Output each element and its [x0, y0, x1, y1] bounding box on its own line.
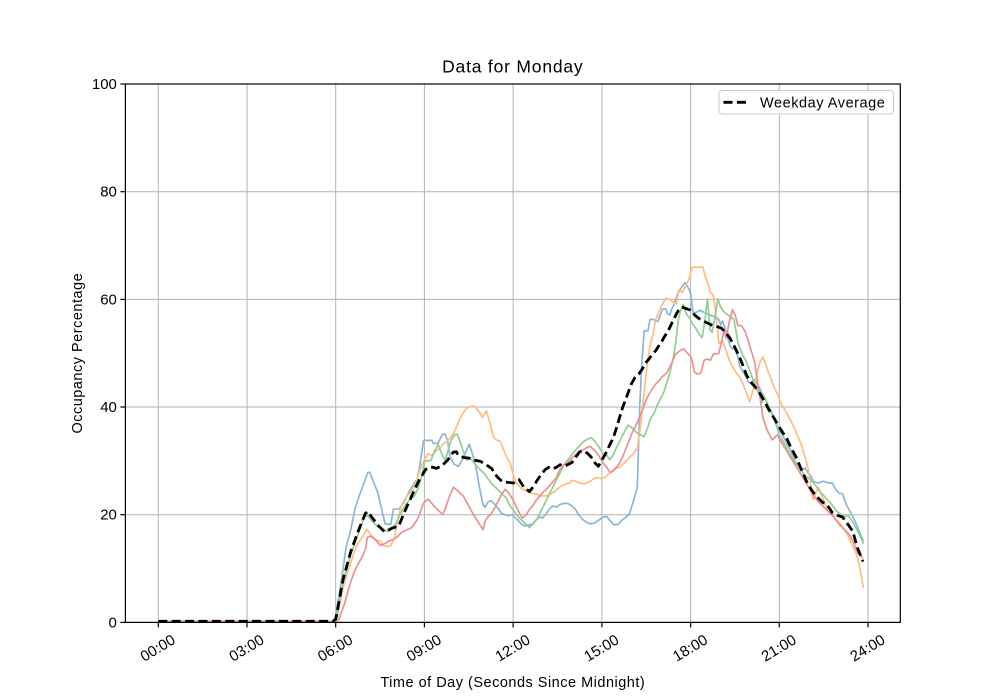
svg-text:20: 20 [100, 507, 117, 524]
svg-text:100: 100 [92, 76, 117, 93]
svg-text:80: 80 [100, 184, 117, 201]
svg-text:60: 60 [100, 291, 117, 308]
svg-text:40: 40 [100, 399, 117, 416]
svg-text:Weekday Average: Weekday Average [760, 96, 885, 112]
svg-text:0: 0 [109, 614, 117, 631]
svg-text:Time of Day (Seconds Since Mid: Time of Day (Seconds Since Midnight) [380, 675, 645, 691]
svg-text:Data for Monday: Data for Monday [442, 57, 583, 77]
svg-text:Occupancy Percentage: Occupancy Percentage [70, 273, 86, 434]
